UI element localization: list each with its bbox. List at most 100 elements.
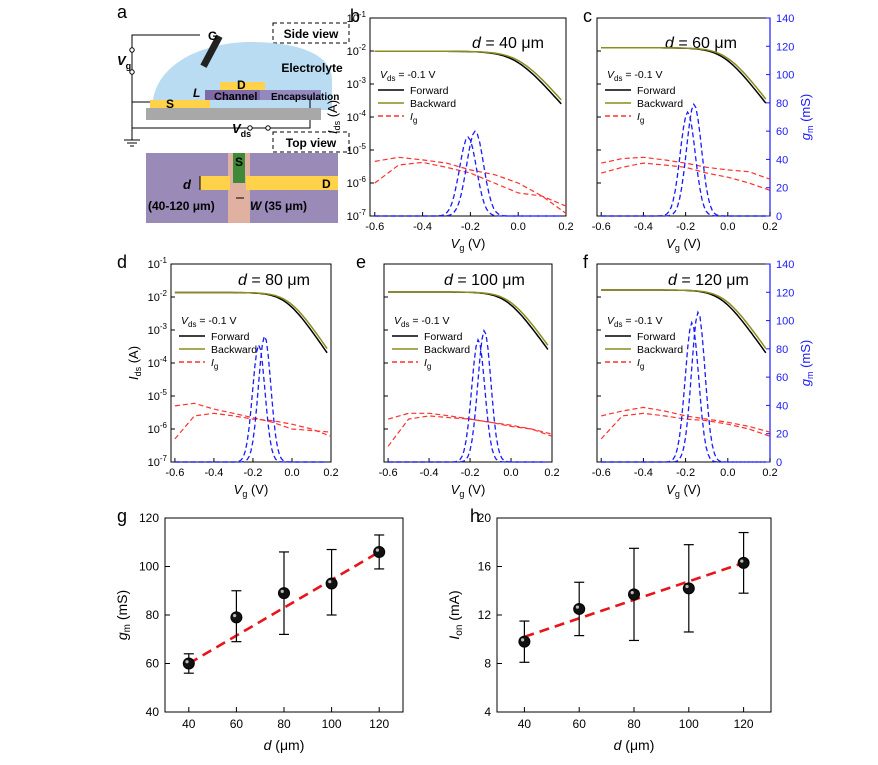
ig-backward-curve <box>600 412 771 440</box>
data-point <box>182 657 195 670</box>
ig-forward-curve <box>387 412 553 435</box>
channel-label: Channel <box>214 91 257 103</box>
x-axis-label: Vg (V) <box>666 236 701 253</box>
x-tick-label: 0.0 <box>511 221 526 233</box>
y-tick-label: 4 <box>484 705 491 719</box>
x-tick-label: 0.2 <box>323 467 338 479</box>
top-view-drain <box>246 176 338 190</box>
fit-line <box>188 550 380 665</box>
x-tick-label: 120 <box>734 717 754 731</box>
backward-curve <box>174 291 328 350</box>
side-view-box <box>272 22 350 44</box>
legend-backward-label: Backward <box>410 98 456 110</box>
x-tick-label: 60 <box>573 717 587 731</box>
d-value-title: d = 40 μm <box>472 35 544 52</box>
x-tick-label: 80 <box>627 717 641 731</box>
backward-curve <box>388 291 549 346</box>
legend-forward-label: Forward <box>637 85 676 97</box>
data-point-highlight <box>328 580 332 584</box>
x-tick-label: 100 <box>322 717 342 731</box>
x-tick-label: 80 <box>277 717 291 731</box>
y-tick-label: 10-4 <box>347 109 367 124</box>
y-tick-label: 20 <box>478 511 492 525</box>
x-tick-label: -0.2 <box>461 467 480 479</box>
legend-ig-label: Ig <box>211 357 218 371</box>
panel-label: e <box>356 252 366 272</box>
vds-terminal-right <box>265 125 271 131</box>
x-tick-label: -0.2 <box>243 467 262 479</box>
y-axis-label: gm (mS) <box>114 590 133 640</box>
legend-ig-label: Ig <box>410 111 417 125</box>
x-tick-label: -0.4 <box>634 221 653 233</box>
x-tick-label: 60 <box>230 717 244 731</box>
d-value-title: d = 80 μm <box>238 272 310 289</box>
legend-forward-label: Forward <box>211 331 250 343</box>
ig-forward-curve <box>601 406 771 433</box>
vg-terminal-top <box>129 47 135 53</box>
gm-tick-label: 140 <box>776 13 794 25</box>
x-tick-label: 0.2 <box>558 221 573 233</box>
panel-label: b <box>350 6 360 26</box>
y-tick-label: 10-3 <box>347 76 367 91</box>
backward-curve <box>601 289 767 349</box>
ig-backward-curve <box>387 415 553 447</box>
x-tick-label: -0.2 <box>676 467 695 479</box>
legend-vds: Vds = -0.1 V <box>394 315 449 329</box>
legend-backward-label: Backward <box>637 98 683 110</box>
legend-forward-label: Forward <box>424 331 463 343</box>
legend-forward-label: Forward <box>410 85 449 97</box>
legend-ig-label: Ig <box>424 357 431 371</box>
y-tick-label: 120 <box>139 511 159 525</box>
data-point <box>737 556 750 569</box>
gm-backward-curve <box>374 136 562 217</box>
gm-backward-curve <box>174 343 328 463</box>
gm-axis-label: gm (mS) <box>798 340 815 387</box>
x-tick-label: 40 <box>518 717 532 731</box>
drain-wire <box>132 96 311 129</box>
y-tick-label: 40 <box>146 705 160 719</box>
data-point <box>518 635 531 648</box>
y-tick-label: 10-2 <box>148 289 168 304</box>
x-tick-label: -0.6 <box>365 221 384 233</box>
backward-curve <box>601 47 767 100</box>
source-electrode <box>150 100 210 108</box>
legend-ig-label: Ig <box>637 357 644 371</box>
x-tick-label: 0.2 <box>544 467 559 479</box>
electrolyte-label: Electrolyte <box>281 61 343 75</box>
x-tick-label: 100 <box>679 717 699 731</box>
vds-symbol: Vds <box>232 121 251 139</box>
schematic-panel: a Side view Electrolyte G Vg Vds S D Cha… <box>117 2 350 223</box>
drain-electrode-top <box>220 82 265 90</box>
ig-backward-curve <box>374 161 567 207</box>
data-point <box>278 587 290 600</box>
gm-tick-label: 120 <box>776 287 794 299</box>
vg-symbol: Vg <box>117 53 131 71</box>
x-tick-label: 0.0 <box>720 467 735 479</box>
d-value-title: d = 60 μm <box>665 35 737 52</box>
transfer-panel-b: b d = 40 μm -0.6 -0.4 -0.2 0.0 0.2 Vg (V) 10-1 10… <box>325 6 574 253</box>
data-point <box>373 545 386 558</box>
d-value-title: d = 100 μm <box>444 272 525 289</box>
d-range: (40-120 μm) <box>148 199 215 213</box>
x-tick-label: -0.2 <box>461 221 480 233</box>
gm-tick-label: 0 <box>776 211 782 223</box>
gm-tick-label: 100 <box>776 316 794 328</box>
backward-curve <box>374 50 562 101</box>
gm-forward-curve <box>601 310 766 463</box>
vg-terminal-bottom <box>129 69 135 75</box>
encapsulation-layer <box>255 90 321 100</box>
panel-label: c <box>583 6 592 26</box>
legend-vds: Vds = -0.1 V <box>607 69 662 83</box>
gate-label: G <box>208 29 217 43</box>
data-point-highlight <box>233 614 237 618</box>
x-axis-label: Vg (V) <box>234 482 269 499</box>
transfer-panel-c: c d = 60 μm -0.6 -0.4 -0.2 0.0 0.2 Vg (V) 0 20 40 6… <box>583 6 815 253</box>
x-tick-label: -0.4 <box>204 467 223 479</box>
y-tick-label: 100 <box>139 560 159 574</box>
gm-backward-curve <box>601 110 766 217</box>
ig-forward-curve <box>601 156 771 180</box>
x-tick-label: 0.2 <box>762 221 777 233</box>
panel-label: d <box>117 252 127 272</box>
y-axis-label: Ids (A) <box>126 346 143 380</box>
